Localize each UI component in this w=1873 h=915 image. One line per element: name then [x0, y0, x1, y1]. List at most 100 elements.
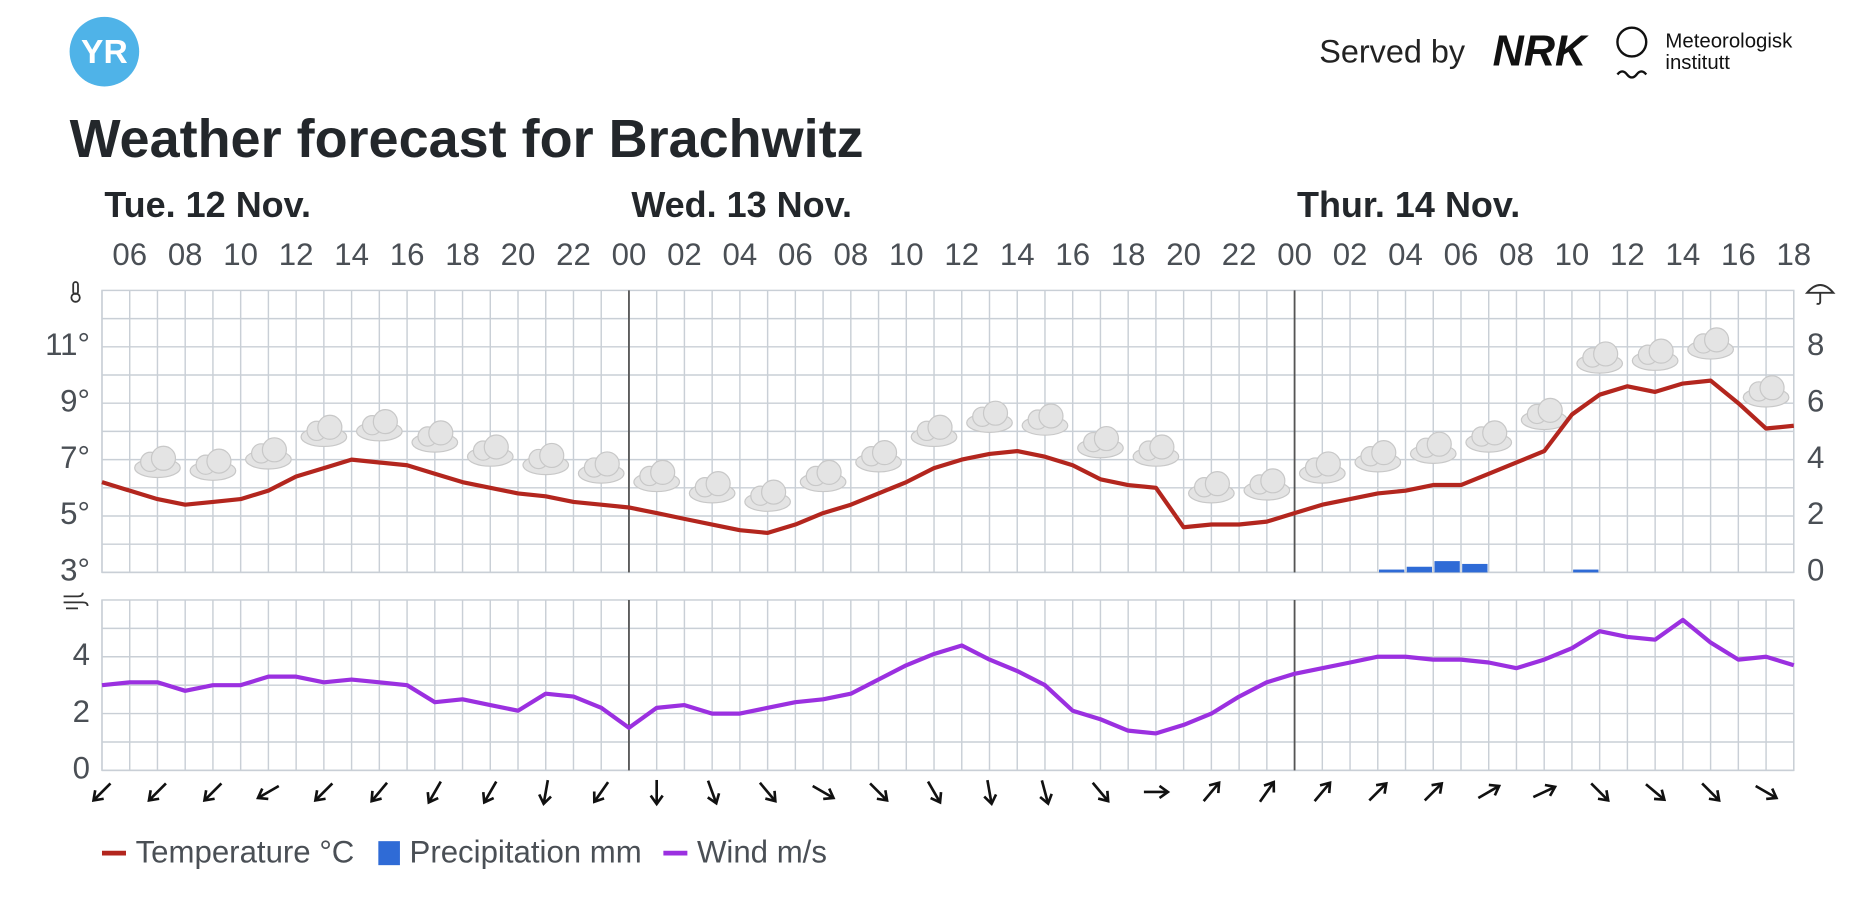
wind-arrow-head — [707, 792, 721, 806]
x-tick-label: 12 — [279, 237, 314, 272]
nrk-logo[interactable]: NRK — [1493, 27, 1589, 75]
x-tick-label: 14 — [1666, 237, 1701, 272]
wind-arrow — [1590, 782, 1610, 803]
wind-arrow-head — [1039, 793, 1053, 806]
cloud-part — [261, 437, 287, 463]
y-tick-label: 3° — [60, 553, 90, 588]
cloud-part — [317, 414, 343, 440]
wind-arrow-shaft — [986, 779, 993, 803]
logo-circle — [69, 16, 140, 87]
wind-arrow-shaft — [1423, 783, 1442, 802]
wind-arrow-shaft — [706, 780, 718, 803]
x-tick-label: 08 — [168, 237, 203, 272]
wind-arrow-head — [592, 791, 605, 804]
weather-icon — [355, 409, 403, 442]
wind-arrow — [649, 779, 664, 807]
weather-icon — [688, 471, 736, 504]
x-tick-label: 00 — [1277, 237, 1312, 272]
y-tick-label: 5° — [60, 496, 90, 531]
weather-icon — [1631, 338, 1679, 371]
wind-arrow-shaft — [593, 781, 610, 802]
weather-icon — [1132, 434, 1180, 467]
wind-arrow — [147, 782, 167, 803]
weather-icon — [1576, 341, 1624, 374]
met-name[interactable]: institutt — [1665, 52, 1730, 74]
wind-arrow-head — [147, 790, 160, 803]
precip-bar — [1434, 561, 1460, 573]
wind-arrow-head — [1263, 780, 1276, 793]
cloud-part — [927, 414, 953, 440]
weather-icon — [966, 400, 1013, 433]
wind-arrow-shaft — [1040, 780, 1050, 803]
series-line — [101, 617, 1795, 736]
plot-frame — [101, 289, 1795, 574]
x-tick-label: 20 — [1166, 237, 1201, 272]
weather-icon — [1243, 468, 1291, 501]
wind-arrow-shaft — [1701, 782, 1720, 801]
wind-arrow — [926, 780, 943, 805]
wind-arrow — [91, 782, 112, 803]
weather-icon — [466, 434, 514, 467]
y3-tick-label: 0 — [73, 751, 90, 786]
y-tick-label: 9° — [60, 383, 90, 418]
wind-arrow — [202, 782, 223, 803]
weather-icon — [855, 440, 902, 473]
weather-icon — [633, 459, 681, 493]
x-tick-label: 00 — [612, 237, 647, 272]
wind-arrow — [1091, 781, 1110, 803]
wind-arrow — [1039, 780, 1053, 806]
y-tick-label: 11° — [45, 327, 90, 362]
wind-arrow-head — [823, 788, 836, 801]
cloud-part — [1759, 375, 1785, 401]
grid — [101, 290, 1795, 772]
wind-arrow-shaft — [93, 782, 112, 801]
met-name[interactable]: Meteorologisk — [1665, 30, 1793, 52]
precip-bar — [1378, 569, 1405, 573]
served-by: Served by — [1319, 34, 1466, 70]
wind-arrow — [812, 784, 836, 801]
chart-title: Weather forecast for Brachwitz — [70, 109, 864, 169]
cloud-part — [982, 400, 1009, 426]
weather-icon — [1187, 471, 1235, 504]
y2-tick-label: 8 — [1807, 327, 1824, 362]
cloud-part — [871, 440, 898, 466]
y3-tick-label: 4 — [73, 637, 90, 672]
wind-arrow — [538, 779, 552, 807]
weather-icon — [577, 451, 625, 484]
wind-arrow-head — [370, 790, 382, 803]
wind-arrow-head — [1319, 781, 1332, 794]
cloud-part — [816, 459, 842, 485]
cloud-part — [1593, 341, 1619, 367]
wind-arrow-shaft — [1258, 782, 1275, 803]
weather-icon — [1298, 451, 1346, 484]
wind-arrow-head — [1158, 784, 1171, 800]
x-tick-label: 16 — [390, 237, 425, 272]
weather-icon — [1021, 403, 1069, 436]
wind-arrow-shaft — [483, 780, 498, 802]
cloud-part — [1093, 425, 1120, 452]
weather-icon — [189, 448, 237, 481]
wind-arrow-shaft — [1202, 782, 1220, 803]
wind-arrow-head — [1431, 781, 1444, 794]
weather-icon — [799, 459, 847, 493]
x-tick-label: 10 — [889, 237, 924, 272]
wind-arrow-shaft — [1368, 783, 1387, 802]
wind-arrow-head — [765, 790, 777, 803]
umbrella-icon — [1804, 284, 1836, 305]
x-tick-label: 06 — [112, 237, 147, 272]
cloud-part — [1537, 397, 1563, 423]
x-tick-label: 22 — [1222, 237, 1257, 272]
cloud-part — [1648, 338, 1674, 364]
cloud-part — [705, 471, 731, 497]
cloud-part — [372, 409, 398, 435]
x-tick-label: 02 — [1333, 237, 1368, 272]
logo[interactable]: YR — [81, 34, 128, 71]
cloud-part — [428, 420, 454, 446]
wind-arrow — [1755, 784, 1779, 801]
x-tick-label: 04 — [1388, 237, 1423, 272]
day-label: Tue. 12 Nov. — [104, 184, 311, 225]
weather-icon — [522, 442, 570, 476]
wind-arrow — [1143, 784, 1171, 800]
wind-arrow-head — [256, 788, 269, 801]
x-tick-label: 20 — [501, 237, 536, 272]
